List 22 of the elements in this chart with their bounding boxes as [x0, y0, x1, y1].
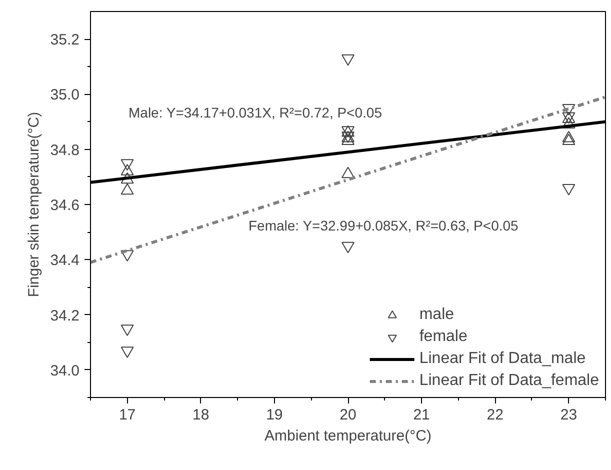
y-tick-label: 35.0	[50, 86, 80, 104]
x-tick-label: 20	[340, 406, 356, 424]
x-tick-label: 22	[486, 406, 504, 424]
legend-label: male	[419, 306, 454, 324]
x-axis-title: Ambient temperature(°C)	[264, 428, 432, 444]
x-tick-label: 18	[192, 406, 210, 424]
y-tick-label: 34.4	[50, 252, 80, 270]
legend-label: Linear Fit of Data_male	[419, 350, 586, 368]
x-tick-label: 17	[118, 406, 136, 424]
annotation: Female: Y=32.99+0.085X, R²=0.63, P<0.05	[248, 218, 519, 234]
legend-label: female	[419, 328, 468, 346]
y-tick-label: 34.8	[50, 142, 80, 159]
x-tick-label: 19	[266, 406, 283, 424]
y-axis-title: Finger skin temperature(°C)	[25, 112, 42, 298]
y-tick-label: 34.6	[50, 197, 80, 214]
legend-label: Linear Fit of Data_female	[419, 372, 599, 390]
y-tick-label: 34.2	[50, 307, 80, 324]
y-tick-label: 35.2	[50, 32, 80, 49]
x-tick-label: 23	[560, 406, 578, 424]
y-tick-label: 34.0	[50, 362, 80, 380]
x-tick-label: 21	[413, 406, 430, 424]
annotation: Male: Y=34.17+0.031X, R²=0.72, P<0.05	[128, 104, 382, 120]
